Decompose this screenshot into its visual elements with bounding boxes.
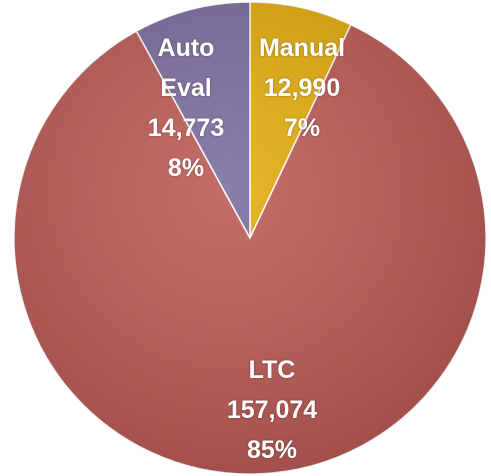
percent-label: 7% (283, 114, 321, 142)
percent-label: 85% (246, 436, 298, 464)
slice-label: LTC 157,074 85% (207, 350, 337, 470)
count-label: 157,074 (226, 396, 318, 424)
percent-label: 8% (167, 154, 205, 182)
count-label: 14,773 (147, 114, 225, 142)
category-label: Auto Eval (157, 34, 215, 102)
category-label: LTC (248, 356, 296, 384)
slice-label: Auto Eval 14,773 8% (146, 28, 226, 188)
slice-label: Manual 12,990 7% (237, 28, 367, 148)
count-label: 12,990 (263, 74, 341, 102)
category-label: Manual (258, 34, 346, 62)
